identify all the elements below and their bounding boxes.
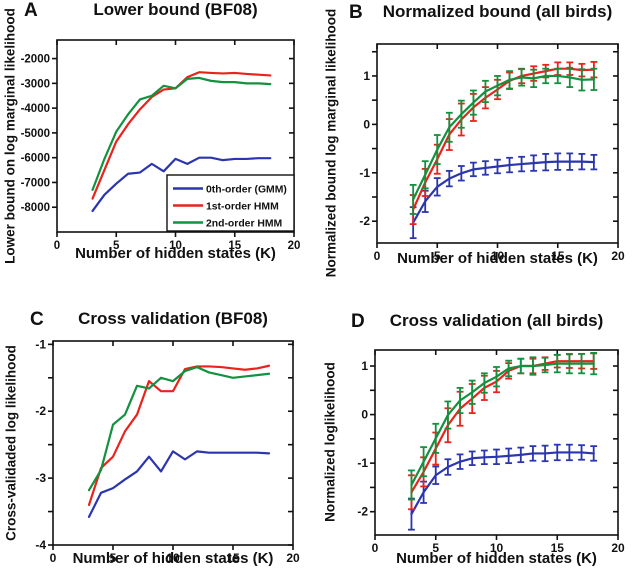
panel-b-plot: 0 5 10 15 20 -2 -1 0 1 [359,43,625,263]
panel-d-x-axis-label: Number of hidden states (K) [396,550,597,567]
y-tick-label: -2 [35,404,46,418]
x-tick-label: 20 [288,240,301,252]
series-line [410,362,595,487]
x-tick-label: 10 [491,249,505,263]
x-tick-label: 0 [372,541,379,555]
panel-a-title: Lower bound (BF08) [93,0,258,19]
y-tick-label: 0 [361,408,368,422]
panel-c-letter: C [30,309,44,330]
y-tick-label: -6000 [21,153,50,165]
panel-b-x-axis-label: Number of hidden states (K) [397,250,598,267]
panel-c-title: Cross validation (BF08) [78,309,268,328]
x-tick-label: 20 [611,541,625,555]
y-tick-label: 1 [363,69,370,83]
panel-d-title: Cross validation (all birds) [389,311,604,330]
x-tick-label: 10 [490,541,504,555]
panel-d-plot: 0 5 10 15 20 -2 -1 0 1 [357,349,625,555]
y-tick-label: -1 [357,456,368,470]
series-line [410,451,595,516]
y-tick-label: -8000 [21,202,50,214]
series-line [412,67,595,211]
x-tick-label: 5 [113,240,120,252]
panel-d: D Cross validation (all birds) Normalize… [320,288,640,576]
x-tick-label: 5 [432,541,439,555]
legend-label: 2nd-order HMM [206,218,282,229]
x-tick-label: 5 [110,551,117,565]
axes-box [52,340,294,546]
series-line [87,450,271,519]
panel-b: B Normalized bound (all birds) Normalize… [320,0,640,288]
series-line [87,365,271,492]
panel-c-plot: 0 5 10 15 20 -4 -3 -2 -1 [35,337,300,565]
series-line [410,360,595,494]
x-tick-label: 20 [286,551,300,565]
legend-label: 1st-order HMM [206,201,279,212]
x-tick-label: 0 [54,240,60,252]
panel-d-letter: D [351,311,365,332]
series-line [87,364,271,506]
y-tick-label: -7000 [21,177,50,189]
y-tick-label: -4000 [21,103,50,115]
y-tick-label: 0 [363,117,370,131]
x-tick-label: 15 [551,249,565,263]
y-tick-label: -2000 [21,54,50,66]
series-line [91,76,272,191]
panel-b-letter: B [349,2,363,23]
y-tick-label: -5000 [21,128,50,140]
x-tick-label: 15 [228,240,241,252]
panel-b-title: Normalized bound (all birds) [382,2,613,21]
panel-a: A Lower bound (BF08) Lower bound on log … [0,0,320,288]
panel-a-x-axis-label: Number of hidden states (K) [75,245,276,262]
axes-box [374,349,619,536]
y-tick-label: 1 [361,359,368,373]
panel-c: C Cross validation (BF08) Cross-validade… [0,288,320,576]
axes-box [56,39,295,233]
y-tick-label: -4 [35,538,46,552]
y-tick-label: -3000 [21,78,50,90]
x-tick-label: 15 [551,541,565,555]
x-tick-label: 20 [611,249,625,263]
y-tick-label: -1 [35,337,46,351]
y-tick-label: -3 [35,471,46,485]
x-tick-label: 0 [50,551,57,565]
x-tick-label: 0 [374,249,381,263]
axes-box [376,43,619,244]
y-tick-label: -2 [359,214,370,228]
panel-c-x-axis-label: Number of hidden states (K) [72,550,274,567]
x-tick-label: 15 [226,551,240,565]
series-line [412,160,595,224]
x-tick-label: 5 [434,249,441,263]
y-tick-label: -1 [359,166,370,180]
y-tick-label: -2 [357,505,368,519]
legend-label: 0th-order (GMM) [206,184,287,195]
x-tick-label: 10 [169,240,182,252]
panel-a-plot: 0 5 10 15 20 -8000 -7000 -6000 -5000 -4000 -3000 -2… [21,39,301,252]
series-line [412,74,595,201]
x-tick-label: 10 [166,551,180,565]
panel-a-letter: A [24,0,38,21]
series-line [91,156,272,213]
